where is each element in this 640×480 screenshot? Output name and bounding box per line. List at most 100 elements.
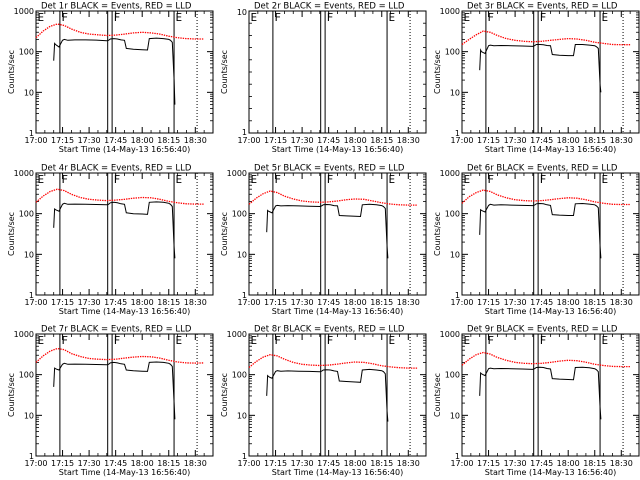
marker-label: E [389,334,396,347]
y-tick-label: 100 [19,210,34,219]
x-tick-label: 18:15 [370,136,393,145]
x-tick-label: 18:00 [344,298,367,307]
chart-panel-3: Det 3r BLACK = Events, RED = LLD 1 10 100 10… [433,2,640,154]
marker-label: E [602,11,609,24]
x-tick-label: 17:15 [51,459,74,468]
series-line-events [479,44,602,93]
x-tick-label: 18:15 [157,459,180,468]
x-axis-label: Start Time (14-May-13 16:56:40) [272,468,403,477]
x-tick-label: 17:15 [51,136,74,145]
marker-label: F [540,173,547,186]
x-axis-label: Start Time (14-May-13 16:56:40) [272,307,403,316]
marker-label: F [274,173,281,186]
marker-label: F [540,11,547,24]
y-axis-label: Counts/sec [433,50,442,94]
x-tick-label: 17:15 [477,459,500,468]
x-tick-label: 17:30 [78,459,101,468]
marker-label: F [114,173,121,186]
chart-title: Det 8r BLACK = Events, RED = LLD [254,325,405,335]
marker-label: E [251,334,258,347]
x-tick-label: 18:30 [184,298,207,307]
y-axis-label: Counts/sec [433,373,442,417]
series-line-lld [461,189,631,206]
x-axis-label: Start Time (14-May-13 16:56:40) [59,468,190,477]
series-line-lld [461,351,631,368]
marker-label: F [274,334,281,347]
plot-frame [35,10,214,134]
marker-label: F [114,334,121,347]
y-tick-label: 1 [455,129,460,138]
x-tick-label: 17:45 [317,298,340,307]
x-tick-label: 17:45 [104,298,127,307]
y-tick-label: 1000 [14,7,34,16]
y-tick-label: 1 [242,452,247,461]
x-tick-label: 17:30 [504,136,527,145]
y-tick-label: 1 [455,291,460,300]
marker-label: E [389,11,396,24]
y-tick-label: 1 [29,452,34,461]
y-tick-label: 10 [24,88,34,97]
x-tick-label: 17:30 [78,298,101,307]
y-tick-label: 1 [242,128,247,137]
y-tick-label: 10 [450,88,460,97]
y-tick-label: 1000 [440,330,460,339]
x-tick-label: 18:30 [397,136,420,145]
chart-panel-2: Det 2r BLACK = Events, RED = LLD 10 1 Count… [220,2,427,154]
x-tick-label: 17:30 [504,298,527,307]
x-tick-label: 17:45 [317,459,340,468]
chart-panel-7: Det 7r BLACK = Events, RED = LLD 1 10 100 10… [7,325,214,477]
x-tick-label: 18:15 [583,298,606,307]
marker-label: E [602,173,609,186]
marker-label: E [251,173,258,186]
marker-label: F [61,173,68,186]
y-tick-label: 1000 [227,169,247,178]
series-line-events [53,201,176,259]
chart-title: Det 2r BLACK = Events, RED = LLD [254,2,405,12]
series-line-events [266,368,389,422]
x-axis-label: Start Time (14-May-13 16:56:40) [485,145,616,154]
marker-label: F [327,11,334,24]
x-tick-label: 18:00 [131,459,154,468]
series-line-events [53,361,176,420]
y-tick-label: 1000 [227,330,247,339]
plot-frame [461,172,640,296]
y-tick-label: 1 [455,452,460,461]
y-axis-label: Counts/sec [7,50,16,94]
marker-label: E [464,334,471,347]
x-tick-label: 18:30 [184,459,207,468]
x-tick-label: 18:30 [610,136,633,145]
series-line-events [266,203,389,259]
y-tick-label: 1000 [440,169,460,178]
series-line-lld [35,23,205,40]
plot-frame [461,10,640,134]
series-line-events [479,202,602,259]
y-tick-label: 1 [29,129,34,138]
x-axis-label: Start Time (14-May-13 16:56:40) [59,307,190,316]
x-tick-label: 17:30 [291,298,314,307]
marker-label: F [487,11,494,24]
marker-label: E [176,173,183,186]
x-tick-label: 18:00 [557,459,580,468]
x-tick-label: 17:00 [237,459,260,468]
x-tick-label: 17:45 [317,136,340,145]
x-tick-label: 18:30 [397,459,420,468]
x-tick-label: 18:15 [583,136,606,145]
x-tick-label: 18:00 [131,136,154,145]
chart-title: Det 1r BLACK = Events, RED = LLD [41,2,192,12]
x-tick-label: 17:00 [237,136,260,145]
chart-title: Det 9r BLACK = Events, RED = LLD [467,325,618,335]
x-tick-label: 17:15 [264,459,287,468]
x-tick-label: 18:30 [610,298,633,307]
marker-label: E [464,11,471,24]
x-tick-label: 18:00 [344,136,367,145]
x-tick-label: 17:15 [477,136,500,145]
plot-frame [248,172,427,296]
chart-title: Det 6r BLACK = Events, RED = LLD [467,164,618,174]
y-axis-label: Counts/sec [220,50,229,94]
y-tick-label: 10 [450,411,460,420]
y-tick-label: 100 [232,371,247,380]
marker-label: F [61,11,68,24]
x-tick-label: 17:15 [477,298,500,307]
x-tick-label: 18:15 [370,298,393,307]
